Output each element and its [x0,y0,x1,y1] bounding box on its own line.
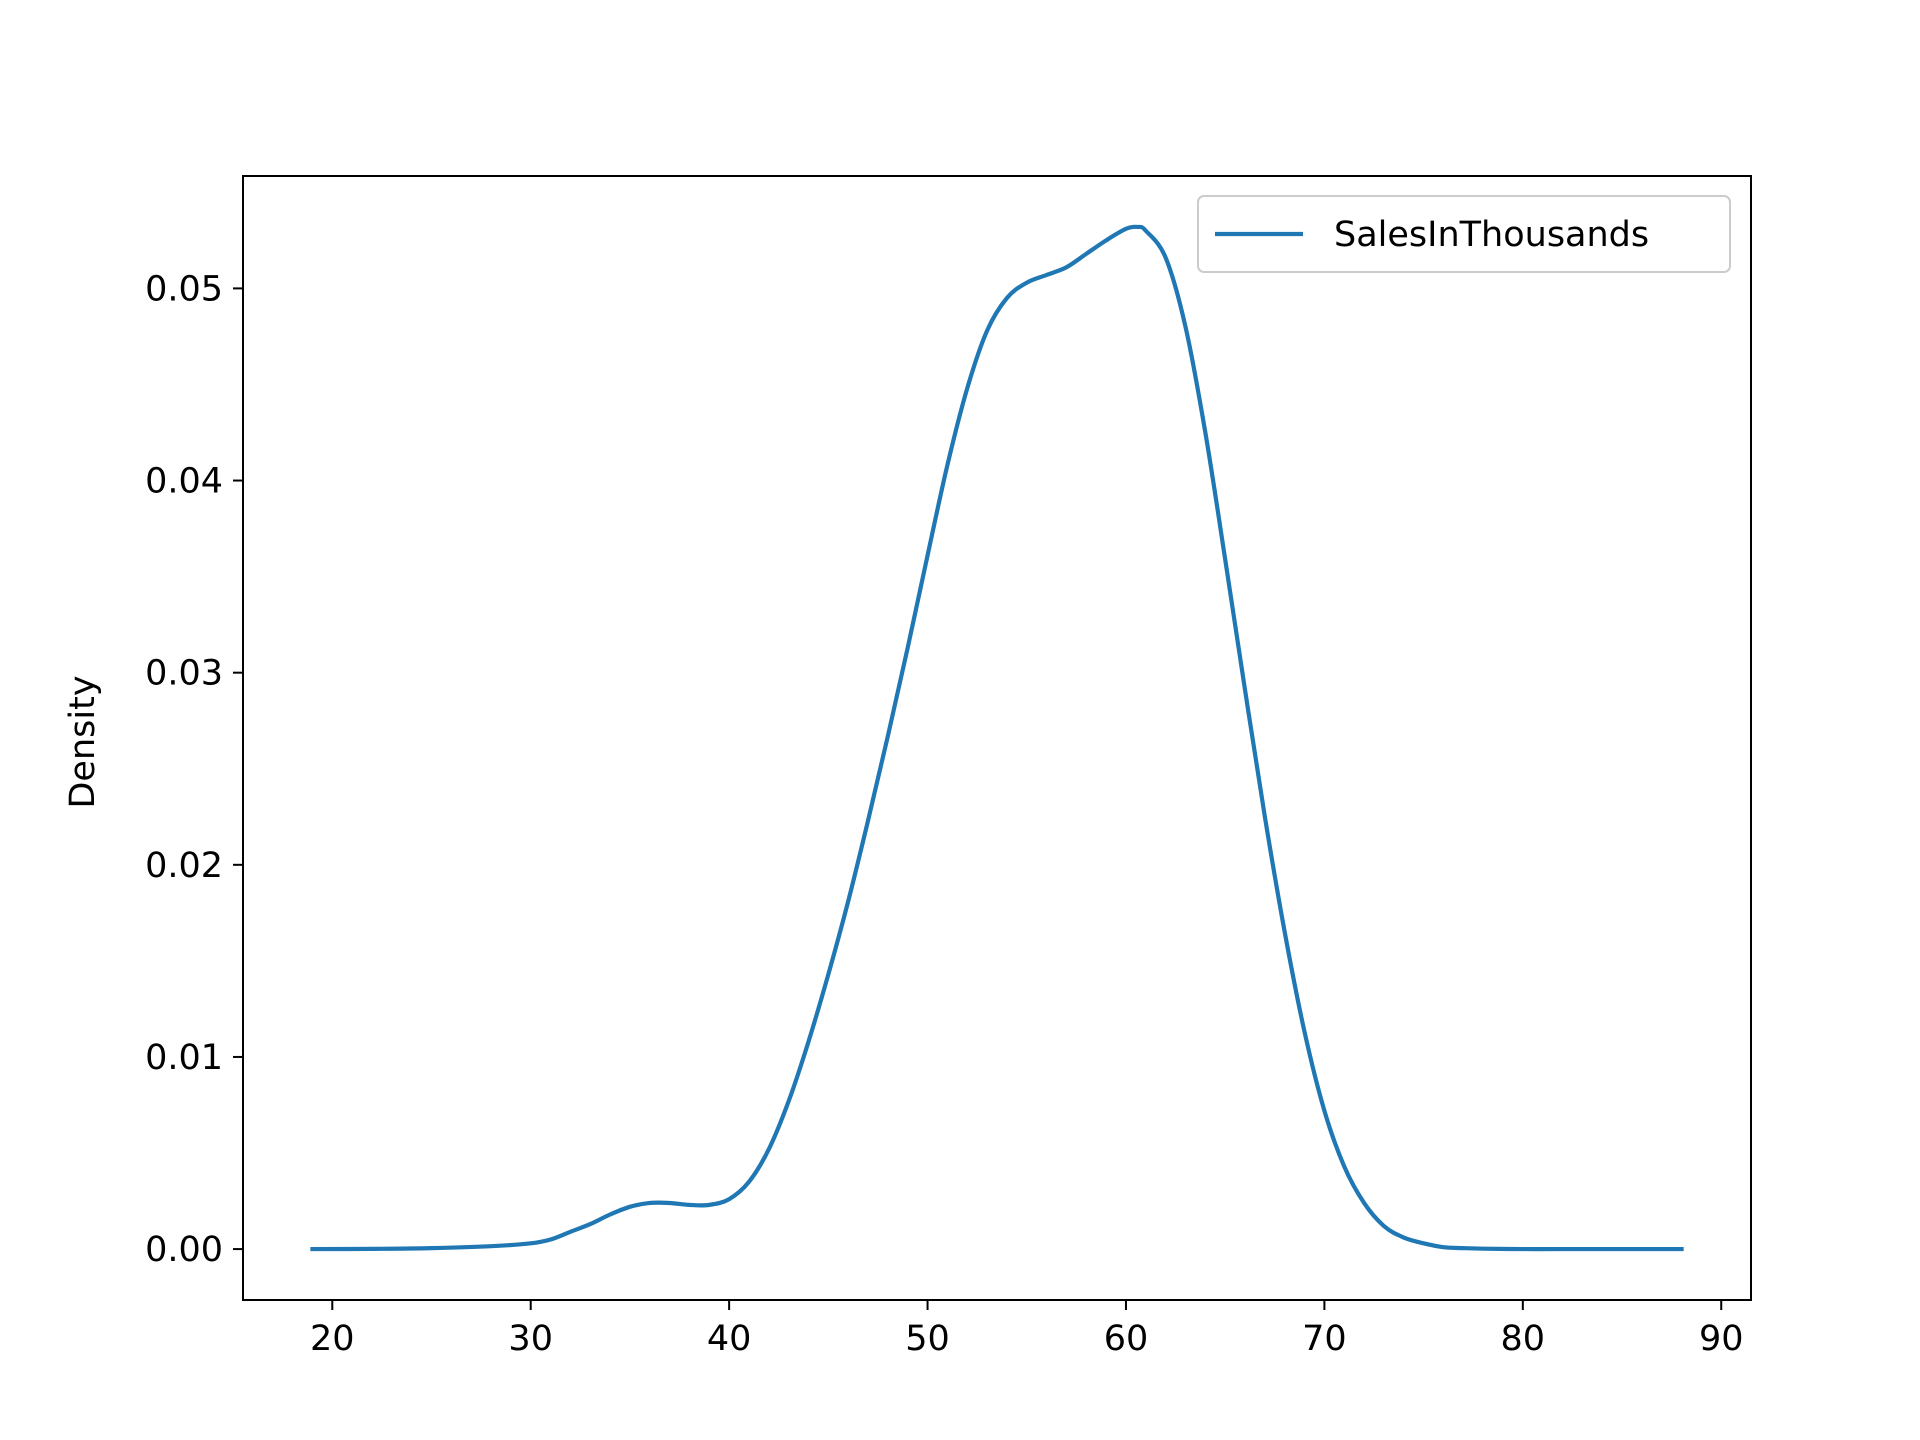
x-tick-label: 70 [1302,1319,1347,1359]
legend-label-salesinthousands: SalesInThousands [1334,215,1649,255]
y-axis: 0.00 0.01 0.02 0.03 0.04 0.05 [145,269,243,1270]
plot-area [243,176,1751,1300]
series-layer [310,224,1684,1252]
series-line-salesinthousands [310,224,1684,1252]
x-tick-label: 50 [905,1319,950,1359]
y-tick-label: 0.00 [145,1230,223,1270]
x-axis: 20 30 40 50 60 70 80 90 [310,1300,1744,1359]
x-tick-label: 90 [1699,1319,1744,1359]
y-tick-label: 0.02 [145,846,223,886]
x-tick-label: 40 [707,1319,752,1359]
x-tick-label: 80 [1501,1319,1546,1359]
y-tick-label: 0.05 [145,269,223,309]
y-tick-label: 0.03 [145,654,223,694]
legend: SalesInThousands [1197,195,1731,273]
x-tick-label: 60 [1104,1319,1149,1359]
y-tick-label: 0.01 [145,1038,223,1078]
y-tick-label: 0.04 [145,462,223,502]
legend-box [1197,195,1731,273]
axes-frame [242,175,1752,1301]
x-tick-label: 30 [508,1319,553,1359]
x-tick-label: 20 [310,1319,355,1359]
y-axis-label: Density [63,675,103,808]
